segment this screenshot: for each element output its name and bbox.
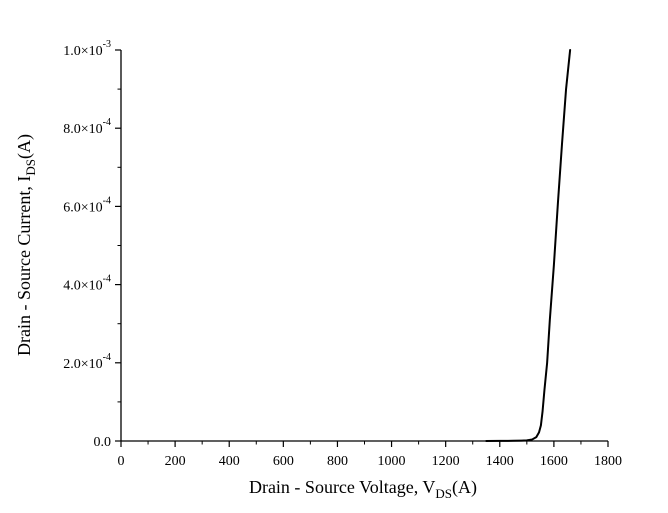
y-tick-label: 6.0×10-4 xyxy=(63,195,111,215)
x-tick-label: 1200 xyxy=(432,454,460,469)
x-tick-label: 200 xyxy=(165,454,186,469)
x-tick-label: 800 xyxy=(327,454,348,469)
y-tick-label: 1.0×10-3 xyxy=(63,39,111,59)
y-tick-label: 4.0×10-4 xyxy=(63,274,111,294)
x-tick-label: 1000 xyxy=(378,454,406,469)
x-tick-label: 1800 xyxy=(594,454,622,469)
tick-marks xyxy=(115,49,609,447)
y-tick-label: 8.0×10-4 xyxy=(63,117,111,137)
x-tick-label: 1600 xyxy=(540,454,568,469)
y-tick-label: 2.0×10-4 xyxy=(63,352,111,372)
x-tick-label: 1400 xyxy=(486,454,514,469)
y-tick-label: 0.0 xyxy=(94,435,112,450)
y-axis-title: Drain - Source Current, IDS(A) xyxy=(14,134,38,356)
tick-labels: 0 200 400 600 800 1000 1200 1400 1600 1800 0.0 2.0×… xyxy=(63,39,622,469)
x-tick-label: 600 xyxy=(273,454,294,469)
series xyxy=(485,49,572,442)
x-tick-label: 0 xyxy=(118,454,125,469)
x-axis-title: Drain - Source Voltage, VDS(A) xyxy=(249,477,477,501)
series-line-1 xyxy=(485,49,572,442)
axis-titles: Drain - Source Voltage, VDS(A) Drain - S… xyxy=(14,134,477,501)
axes xyxy=(120,50,608,442)
x-tick-label: 400 xyxy=(219,454,240,469)
